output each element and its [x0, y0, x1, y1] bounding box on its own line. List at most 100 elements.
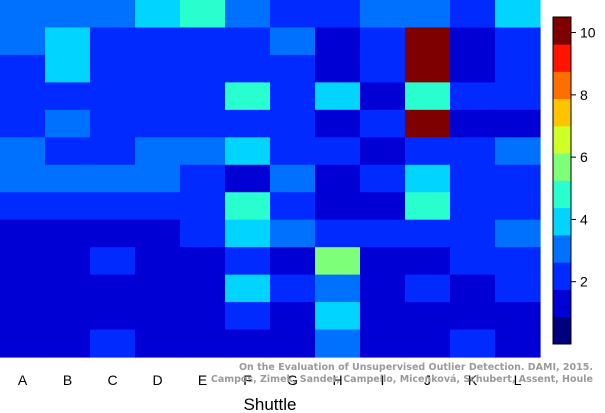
x-axis-label: Shuttle — [244, 395, 297, 413]
heatmap-cell — [315, 0, 361, 29]
heatmap-cell — [405, 54, 451, 83]
heatmap-cell — [180, 109, 226, 138]
heatmap-cell — [450, 27, 496, 56]
heatmap-cell — [450, 137, 496, 166]
heatmap-cell — [180, 329, 226, 358]
heatmap-cell — [225, 247, 271, 276]
heatmap-cell — [45, 247, 91, 276]
heatmap-cell — [450, 302, 496, 331]
x-tick-labels: A B C D E F G H I J K L — [18, 372, 522, 388]
heatmap-cell — [225, 274, 271, 303]
heatmap-cell — [495, 274, 541, 303]
colorbar-segment — [553, 98, 571, 127]
colorbar-segment — [553, 17, 571, 45]
heatmap-cell — [495, 247, 541, 276]
heatmap-cell — [45, 302, 91, 331]
heatmap-cell — [495, 0, 541, 29]
heatmap-cell — [450, 54, 496, 83]
colorbar-segment — [553, 153, 571, 181]
heatmap-cell — [0, 192, 46, 221]
heatmap-cell — [360, 137, 406, 166]
watermark-line-2: Campos, Zimek, Sander, Campello, Micenko… — [211, 374, 593, 385]
heatmap-cell — [90, 274, 136, 303]
heatmap-cell — [135, 247, 181, 276]
heatmap-cell — [45, 0, 91, 29]
heatmap-cell — [405, 137, 451, 166]
heatmap-cell — [315, 109, 361, 138]
heatmap-cell — [270, 82, 316, 111]
heatmap-cell — [360, 219, 406, 248]
heatmap-cell — [135, 192, 181, 221]
heatmap-cell — [315, 137, 361, 166]
heatmap-cell — [270, 109, 316, 138]
heatmap-cell — [270, 247, 316, 276]
heatmap-cell — [135, 137, 181, 166]
heatmap-cell — [90, 109, 136, 138]
heatmap-cell — [180, 274, 226, 303]
heatmap-cell — [360, 247, 406, 276]
colorbar-segment — [553, 71, 571, 100]
heatmap-cell — [135, 219, 181, 248]
heatmap-cell — [45, 109, 91, 138]
heatmap-cell — [315, 54, 361, 83]
heatmap-cell — [225, 329, 271, 358]
heatmap-cell — [180, 137, 226, 166]
x-tick-label: F — [243, 372, 252, 388]
watermark-line-1: On the Evaluation of Unsupervised Outlie… — [239, 362, 593, 373]
heatmap-cell — [135, 54, 181, 83]
heatmap-cell — [0, 54, 46, 83]
heatmap-cell — [135, 164, 181, 193]
heatmap-cell — [180, 302, 226, 331]
heatmap-cell — [405, 329, 451, 358]
x-tick-label: C — [107, 372, 117, 388]
heatmap-cell — [225, 109, 271, 138]
colorbar-border — [552, 16, 572, 345]
colorbar-ticks: 2 4 6 8 10 — [571, 25, 596, 290]
heatmap-cell — [450, 219, 496, 248]
heatmap-cell — [0, 109, 46, 138]
colorbar-tick-label: 4 — [580, 211, 588, 227]
colorbar-segment — [553, 207, 571, 236]
heatmap-cell — [270, 274, 316, 303]
x-tick-label: D — [152, 372, 162, 388]
heatmap-cell — [315, 164, 361, 193]
heatmap-cell — [450, 247, 496, 276]
heatmap-cell — [315, 302, 361, 331]
heatmap-cell — [90, 27, 136, 56]
heatmap-cell — [360, 274, 406, 303]
heatmap-cell — [135, 109, 181, 138]
heatmap-cell — [135, 274, 181, 303]
heatmap-cell — [180, 192, 226, 221]
heatmap-cell — [270, 329, 316, 358]
heatmap-cell — [360, 164, 406, 193]
heatmap-cell — [405, 274, 451, 303]
heatmap-cell — [315, 219, 361, 248]
heatmap-cell — [90, 219, 136, 248]
heatmap-cell — [180, 219, 226, 248]
heatmap-cell — [360, 329, 406, 358]
heatmap-cell — [90, 137, 136, 166]
heatmap-cell — [360, 27, 406, 56]
heatmap-cell — [180, 0, 226, 29]
heatmap-cell — [405, 27, 451, 56]
heatmap-cell — [225, 0, 271, 29]
colorbar-segment — [553, 126, 571, 154]
heatmap-cell — [45, 54, 91, 83]
heatmap-cell — [270, 54, 316, 83]
heatmap-cell — [45, 164, 91, 193]
heatmap-cell — [0, 247, 46, 276]
colorbar — [552, 16, 572, 345]
heatmap-cell — [450, 274, 496, 303]
heatmap-cell — [315, 274, 361, 303]
x-tick-label: L — [514, 372, 522, 388]
x-tick-label: G — [287, 372, 298, 388]
heatmap-cell — [90, 247, 136, 276]
colorbar-segment — [553, 289, 571, 318]
heatmap-cell — [495, 302, 541, 331]
colorbar-segment — [553, 262, 571, 290]
heatmap-cell — [90, 192, 136, 221]
heatmap-cell — [180, 54, 226, 83]
heatmap-cell — [360, 0, 406, 29]
heatmap-cell — [90, 82, 136, 111]
x-tick-label: H — [332, 372, 342, 388]
